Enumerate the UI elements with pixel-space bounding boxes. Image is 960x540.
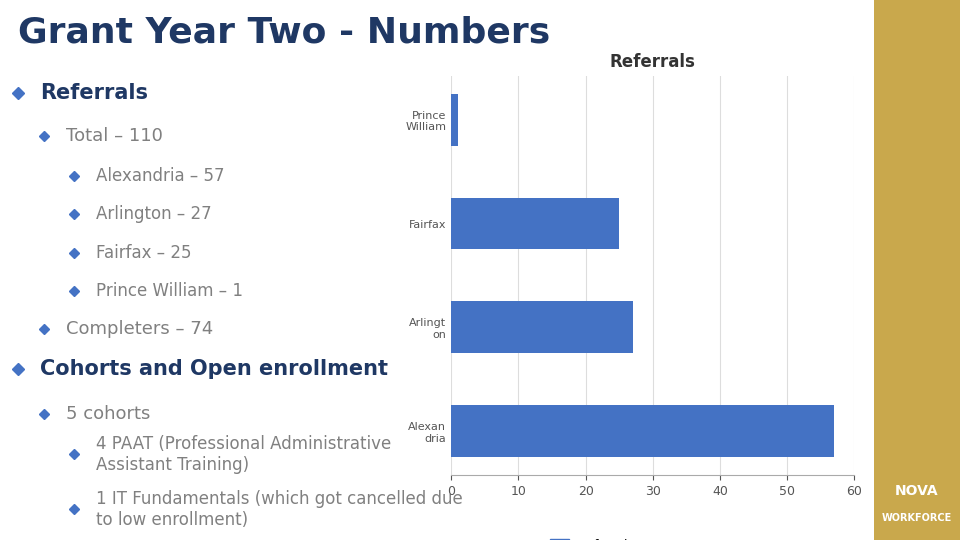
Text: Total – 110: Total – 110 [65, 127, 162, 145]
Text: Arlington – 27: Arlington – 27 [96, 206, 211, 224]
Text: Referrals: Referrals [40, 83, 148, 103]
Text: NOVA: NOVA [895, 484, 939, 498]
Text: Fairfax – 25: Fairfax – 25 [96, 244, 191, 261]
Text: 5 cohorts: 5 cohorts [65, 405, 150, 423]
Bar [451, 94, 458, 146]
Text: Prince William – 1: Prince William – 1 [96, 281, 243, 300]
Text: Alexandria – 57: Alexandria – 57 [96, 167, 225, 185]
Text: WORKFORCE: WORKFORCE [881, 514, 952, 523]
Legend: Referrals: Referrals [545, 534, 639, 540]
Text: 4 PAAT (Professional Administrative
Assistant Training): 4 PAAT (Professional Administrative Assi… [96, 435, 392, 474]
Text: Completers – 74: Completers – 74 [65, 320, 213, 338]
Bar [451, 405, 834, 457]
Text: Grant Year Two - Numbers: Grant Year Two - Numbers [18, 16, 550, 49]
Text: Cohorts and Open enrollment: Cohorts and Open enrollment [40, 359, 388, 379]
Bar [451, 198, 619, 249]
Title: Referrals: Referrals [610, 53, 696, 71]
Text: 1 IT Fundamentals (which got cancelled due
to low enrollment): 1 IT Fundamentals (which got cancelled d… [96, 490, 463, 529]
Bar [451, 301, 633, 353]
